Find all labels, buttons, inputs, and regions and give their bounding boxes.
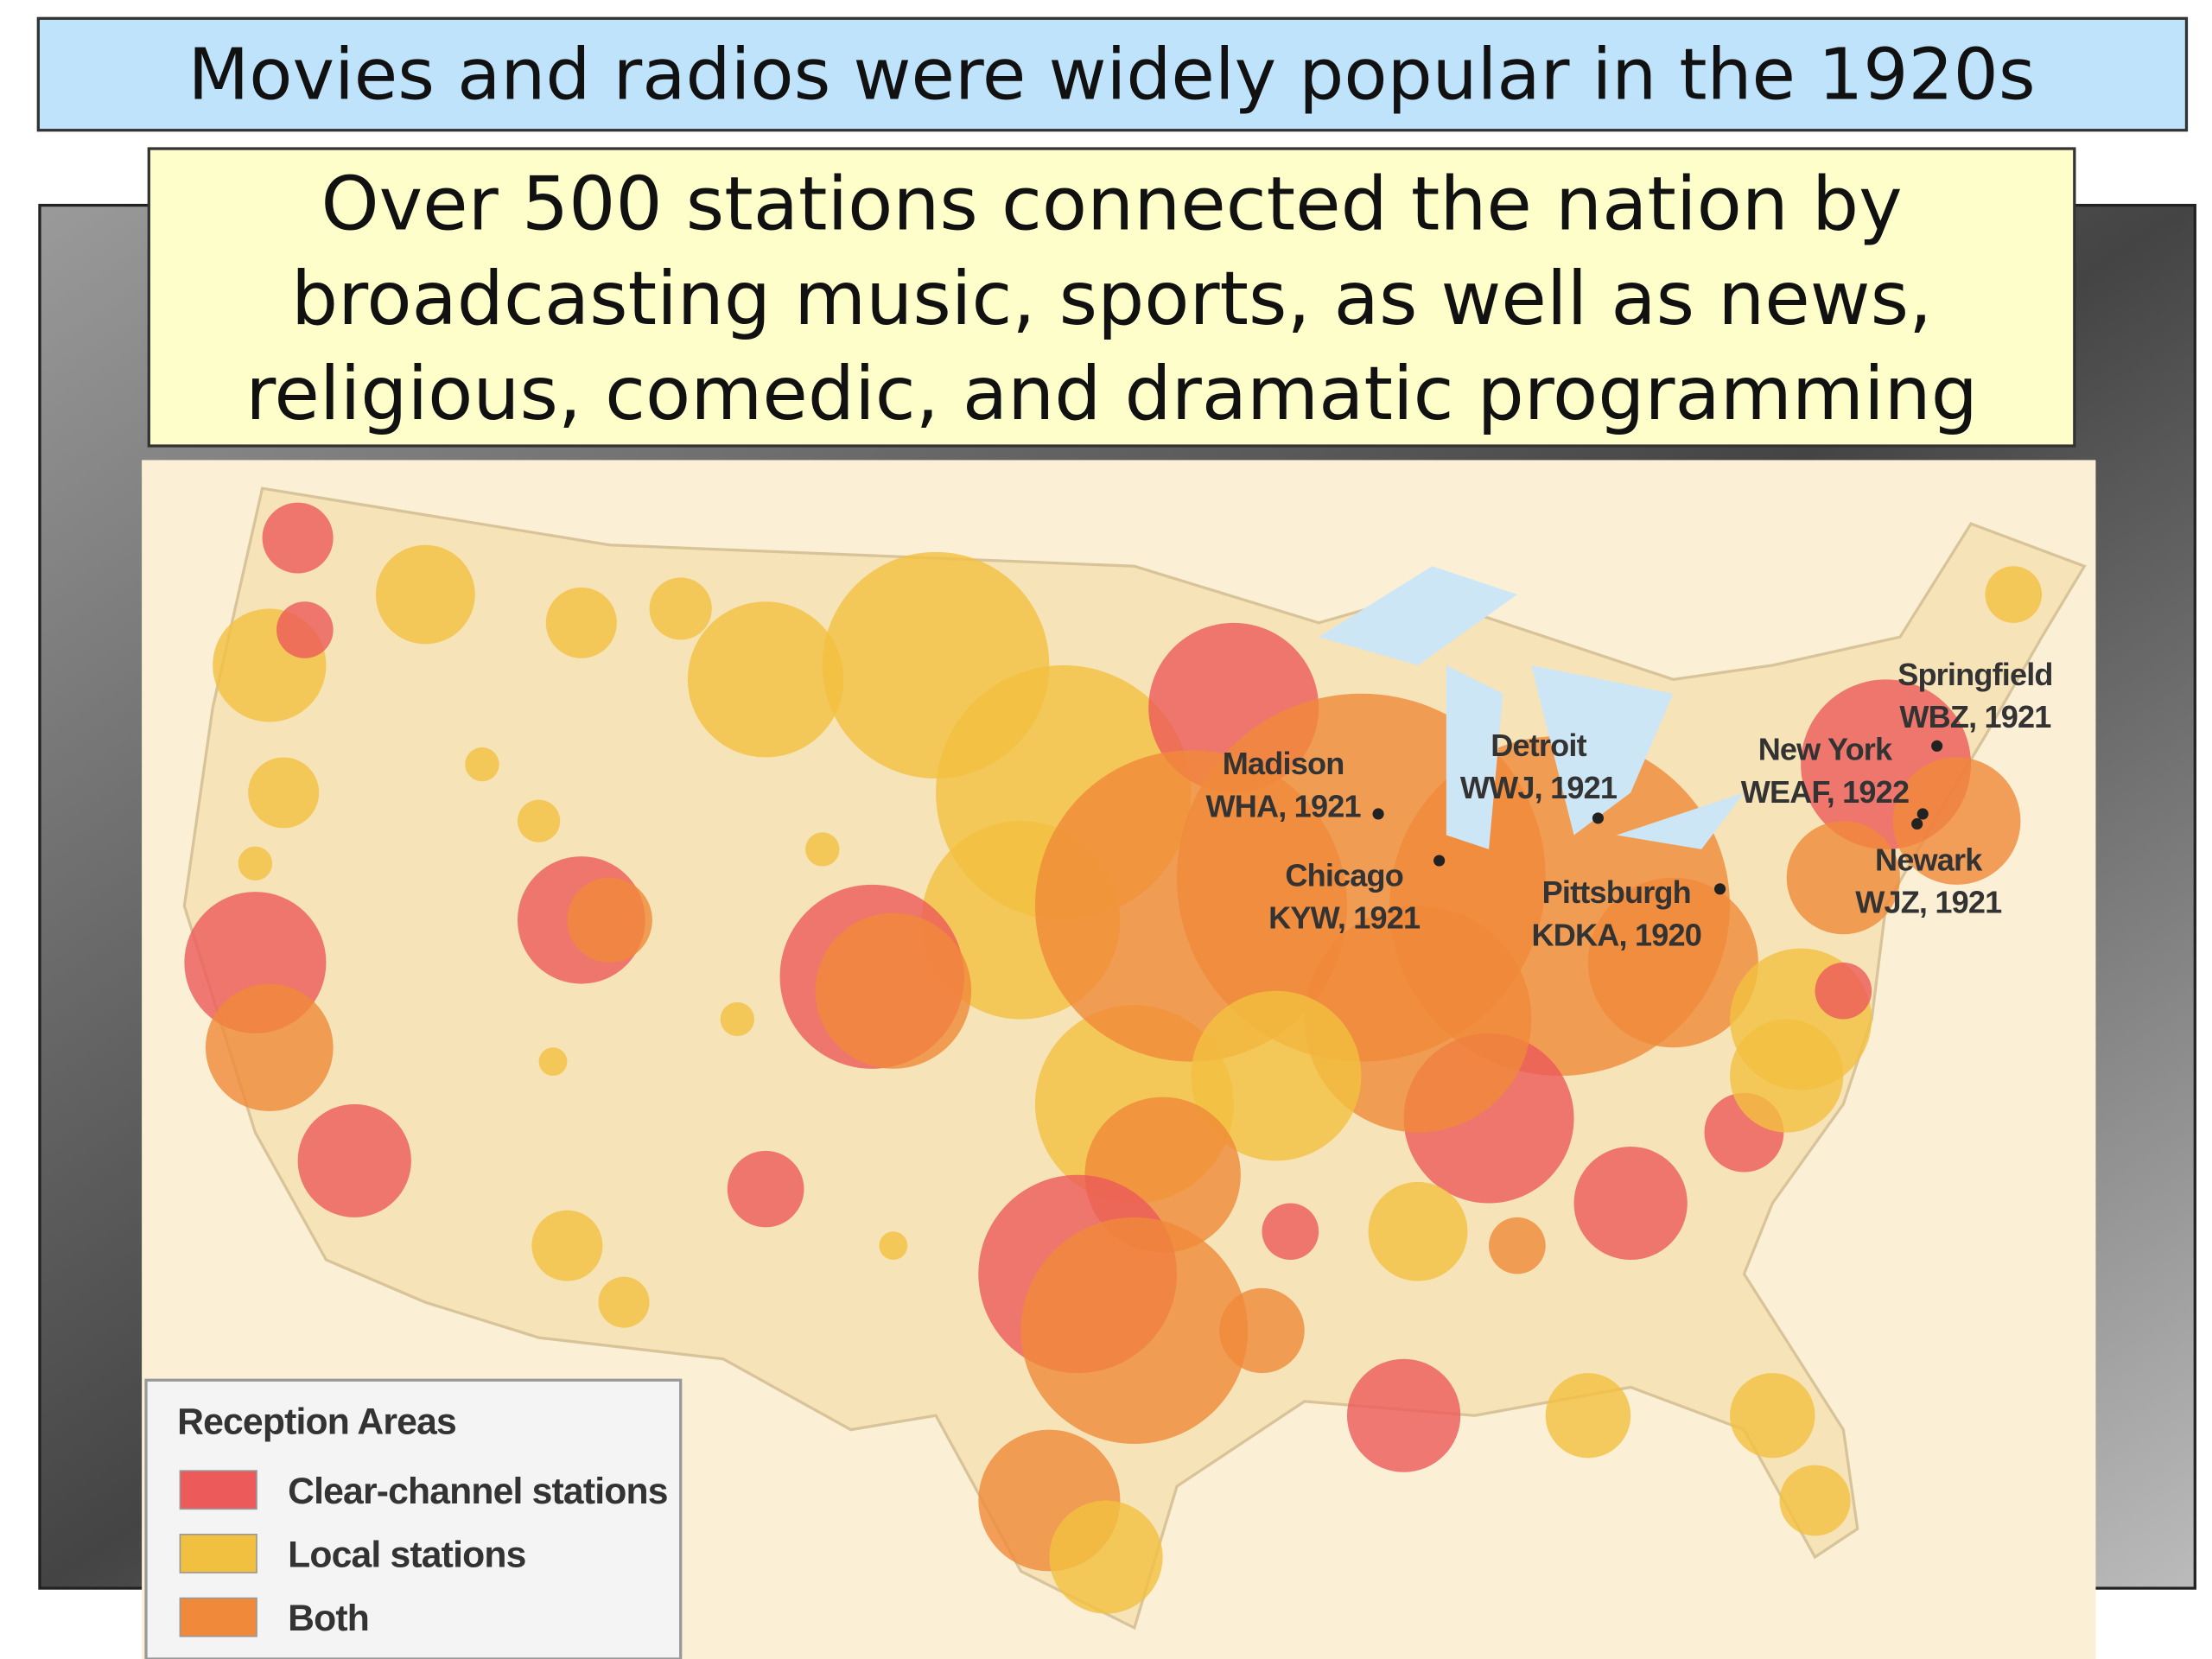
reception-circle	[248, 757, 320, 829]
reception-circle	[1489, 1217, 1546, 1274]
reception-circle	[1892, 757, 2021, 885]
legend-swatch	[179, 1597, 257, 1637]
reception-circle	[465, 747, 499, 782]
title-box	[36, 16, 2189, 132]
reception-circle	[598, 1276, 650, 1328]
reception-areas	[184, 502, 2043, 1614]
city-dot	[1433, 855, 1446, 867]
reception-circle	[1346, 1358, 1461, 1472]
reception-circle	[538, 1047, 568, 1077]
legend-swatch	[179, 1470, 257, 1510]
reception-circle	[1815, 962, 1872, 1020]
reception-circle	[649, 577, 712, 640]
reception-circle	[297, 1103, 411, 1217]
title: Movies and radios were widely popular in…	[188, 35, 2035, 117]
reception-circle	[879, 1231, 908, 1261]
city-labels: Madison WHA, 1921 Chicago KYW, 1921 Detroit W…	[1206, 657, 2054, 952]
city-dot	[1911, 817, 1923, 830]
city-name: Pittsburgh	[1542, 874, 1691, 910]
city-station: WWJ, 1921	[1460, 770, 1618, 805]
city-station: WHA, 1921	[1206, 788, 1362, 823]
city-name: Springfield	[1897, 657, 2052, 692]
reception-circle	[720, 1001, 755, 1037]
city-station: WEAF, 1922	[1741, 774, 1909, 810]
reception-circle	[805, 832, 840, 867]
reception-circle	[1219, 1287, 1305, 1374]
city-dot	[1592, 812, 1604, 824]
city-station: WJZ, 1921	[1855, 885, 2002, 920]
reception-circle	[1262, 1203, 1319, 1261]
reception-circle	[727, 1150, 804, 1228]
reception-circle	[262, 502, 334, 574]
city-name: Detroit	[1491, 728, 1586, 763]
legend-item: Local stations	[288, 1535, 525, 1576]
reception-circle	[545, 587, 617, 658]
city-station: WBZ, 1921	[1899, 699, 2051, 734]
subtitle-line: broadcasting music, sports, as well as n…	[291, 257, 1932, 342]
reception-circle	[1020, 1217, 1249, 1444]
legend-swatch	[179, 1534, 257, 1573]
great-lakes	[1319, 566, 1745, 849]
reception-circle	[375, 544, 475, 645]
reception-circle	[1786, 821, 1900, 935]
legend-title: Reception Areas	[177, 1402, 456, 1443]
reception-circle	[1573, 1146, 1688, 1261]
reception-circle	[567, 877, 652, 963]
reception-circle	[276, 601, 334, 658]
reception-circle	[1368, 1181, 1468, 1281]
reception-circle	[1587, 877, 1758, 1048]
subtitle-box	[147, 147, 2076, 448]
city-station: KDKA, 1920	[1532, 917, 1701, 952]
reception-circle	[1730, 1019, 1844, 1133]
city-dot	[1931, 740, 1943, 752]
reception-circle	[1049, 1500, 1163, 1614]
reception-circle	[1191, 990, 1362, 1161]
reception-circle	[687, 601, 844, 758]
reception-circle	[238, 846, 273, 880]
reception-circle	[1730, 1373, 1815, 1459]
legend-item: Clear-channel stations	[288, 1471, 667, 1512]
subtitle-line: religious, comedic, and dramatic program…	[245, 352, 1978, 437]
city-name: Newark	[1875, 842, 1983, 878]
city-name: Chicago	[1285, 858, 1403, 893]
reception-circle	[1779, 1465, 1851, 1536]
city-dot	[1372, 808, 1384, 820]
city-dot	[1916, 808, 1929, 820]
reception-circle	[1985, 566, 2043, 623]
city-station: KYW, 1921	[1268, 900, 1421, 936]
reception-circle	[205, 983, 334, 1112]
reception-circle	[517, 799, 561, 842]
reception-circle	[815, 912, 972, 1069]
city-dot	[1714, 883, 1726, 895]
city-name: Madison	[1223, 746, 1344, 781]
legend-item: Both	[288, 1598, 369, 1639]
reception-circle	[1545, 1373, 1631, 1459]
reception-circle	[531, 1210, 603, 1281]
subtitle-line: Over 500 stations connected the nation b…	[321, 162, 1902, 247]
city-name: New York	[1758, 732, 1893, 767]
